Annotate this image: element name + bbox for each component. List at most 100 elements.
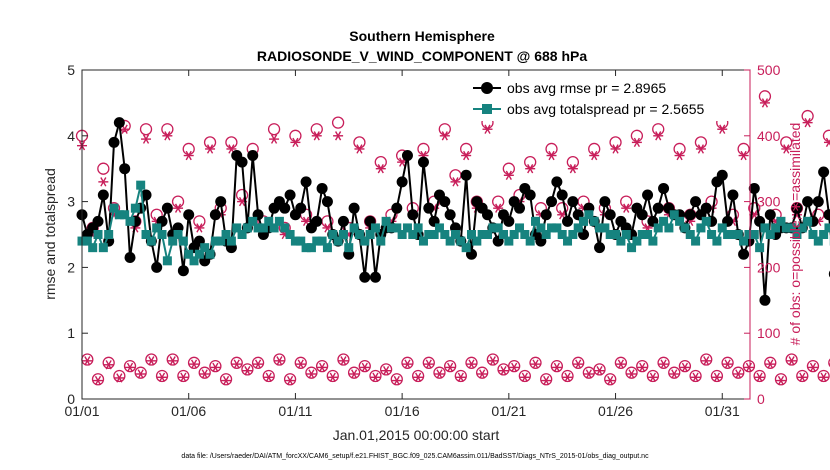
y-left-tick-label: 4 <box>67 128 75 144</box>
totalspread-point <box>509 230 519 239</box>
totalspread-point <box>675 216 685 226</box>
obs-possible-point <box>673 142 686 156</box>
obs-assimilated-point <box>605 375 616 386</box>
totalspread-point <box>274 216 284 226</box>
x-tick-label: 01/06 <box>171 403 206 419</box>
obs-assimilated-point <box>114 373 125 383</box>
legend-marker-spread <box>482 104 492 114</box>
rmse-point <box>812 196 824 208</box>
totalspread-point <box>381 216 391 226</box>
totalspread-point <box>499 230 509 239</box>
totalspread-point <box>584 210 594 220</box>
obs-possible-point <box>353 136 366 149</box>
totalspread-point <box>82 236 92 246</box>
rmse-point <box>481 209 493 221</box>
rmse-point <box>818 166 830 178</box>
rmse-point <box>642 189 654 201</box>
obs-assimilated-point <box>631 137 642 148</box>
obs-possible-point <box>331 116 345 129</box>
totalspread-point <box>248 216 258 226</box>
obs-possible-point <box>187 356 201 369</box>
totalspread-point <box>232 223 242 233</box>
totalspread-point <box>418 236 428 246</box>
rmse-point <box>295 202 307 214</box>
totalspread-point <box>781 223 791 233</box>
totalspread-point <box>322 243 332 253</box>
totalspread-point <box>787 223 797 233</box>
x-tick-label: 01/26 <box>598 403 633 419</box>
obs-possible-point <box>390 373 403 386</box>
obs-assimilated-point <box>669 369 680 379</box>
y-axis-left-label: rmse and totalspread <box>42 168 58 300</box>
obs-possible-point <box>566 155 580 169</box>
rmse-point <box>407 209 419 221</box>
totalspread-point <box>541 230 551 239</box>
totalspread-point <box>691 236 701 246</box>
obs-possible-point <box>113 369 126 383</box>
obs-possible-point <box>198 366 211 379</box>
obs-assimilated-point <box>263 372 274 382</box>
rmse-point <box>684 209 696 221</box>
totalspread-point <box>611 230 621 239</box>
totalspread-point <box>648 236 658 246</box>
obs-assimilated-point <box>637 362 648 373</box>
y-axis-right-label: # of obs: o=possible; ∗=assimilated <box>787 123 803 346</box>
totalspread-point <box>296 236 306 246</box>
rmse-point <box>556 189 568 201</box>
totalspread-point <box>696 223 706 233</box>
y-right-tick-label: 400 <box>757 128 781 144</box>
obs-assimilated-point <box>674 150 685 161</box>
obs-assimilated-point <box>359 362 370 373</box>
totalspread-point <box>445 236 455 246</box>
footnote: data file: /Users/raeder/DAI/ATM_forcXX/… <box>181 453 649 460</box>
totalspread-point <box>93 230 103 239</box>
obs-assimilated-point <box>589 150 600 161</box>
totalspread-point <box>525 236 535 246</box>
totalspread-point <box>712 236 722 246</box>
obs-possible-point <box>161 123 174 136</box>
totalspread-point <box>482 230 492 239</box>
obs-assimilated-point <box>738 150 749 161</box>
obs-possible-point <box>524 155 537 169</box>
obs-assimilated-point <box>375 164 386 174</box>
obs-possible-point <box>251 356 265 369</box>
obs-assimilated-point <box>103 360 114 370</box>
obs-possible-point <box>540 373 553 386</box>
obs-assimilated-point <box>210 362 221 373</box>
obs-assimilated-point <box>141 134 152 144</box>
obs-assimilated-point <box>797 372 808 382</box>
obs-assimilated-point <box>461 150 472 161</box>
totalspread-point <box>280 223 290 233</box>
rmse-point <box>444 209 456 221</box>
totalspread-point <box>536 223 546 233</box>
rmse-point <box>369 271 381 283</box>
obs-possible-point <box>182 142 195 156</box>
obs-possible-point <box>97 162 110 175</box>
obs-assimilated-point <box>439 131 450 141</box>
rmse-point <box>594 242 606 254</box>
totalspread-point <box>765 230 775 239</box>
totalspread-point <box>776 216 786 226</box>
rmse-point <box>215 196 227 208</box>
totalspread-point <box>504 236 514 246</box>
obs-possible-point <box>379 363 393 376</box>
obs-assimilated-point <box>338 356 349 366</box>
totalspread-point <box>456 236 466 246</box>
rmse-point <box>97 189 109 201</box>
totalspread-point <box>226 236 236 246</box>
totalspread-point <box>200 243 210 253</box>
rmse-point <box>177 265 189 277</box>
y-left-tick-label: 1 <box>67 325 75 341</box>
totalspread-point <box>824 223 830 233</box>
rmse-point <box>92 215 104 227</box>
obs-possible-point <box>668 366 681 379</box>
obs-possible-point <box>737 142 750 156</box>
rmse-point <box>460 169 472 181</box>
totalspread-point <box>424 230 434 239</box>
obs-assimilated-point <box>519 372 530 382</box>
rmse-point <box>284 189 296 201</box>
totalspread-point <box>792 230 802 239</box>
totalspread-point <box>333 236 343 246</box>
totalspread-point <box>258 223 268 233</box>
obs-assimilated-point <box>530 359 541 369</box>
